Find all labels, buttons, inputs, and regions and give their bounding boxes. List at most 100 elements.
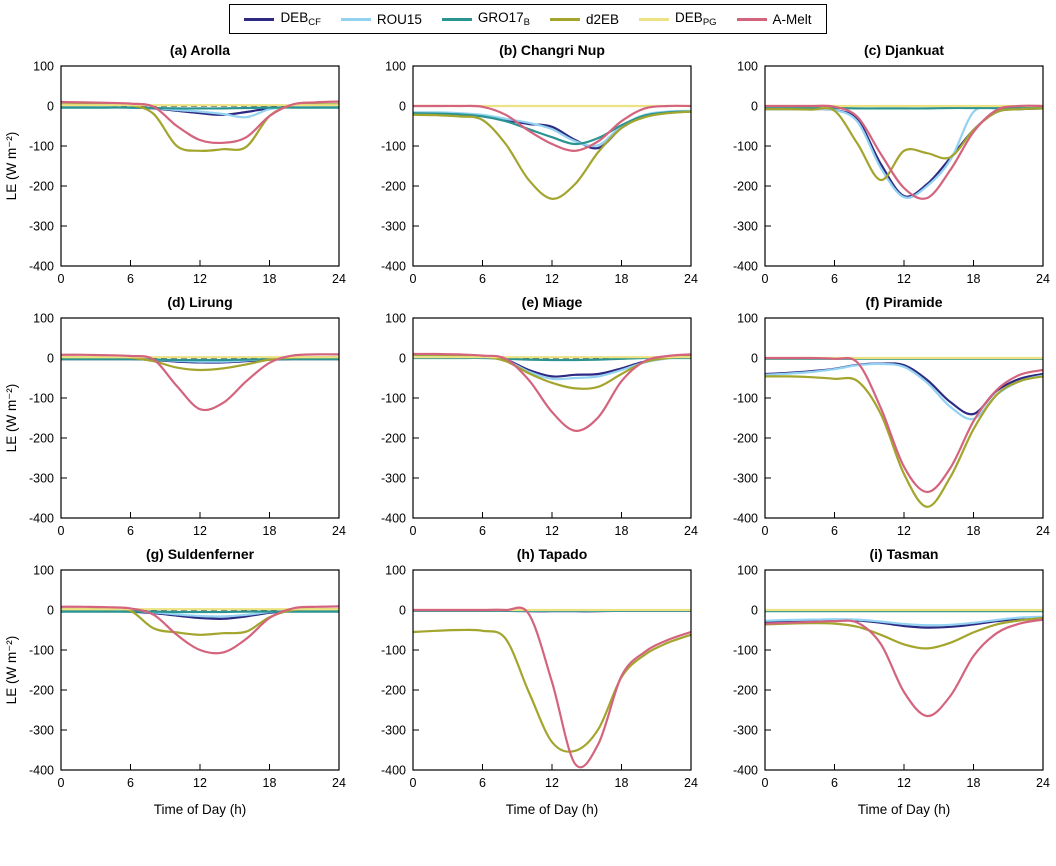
x-tick-label: 24 bbox=[1036, 524, 1050, 538]
x-tick-label: 24 bbox=[1036, 776, 1050, 790]
y-tick-label: 100 bbox=[737, 564, 758, 578]
y-tick-label: -200 bbox=[381, 180, 406, 194]
y-tick-label: 0 bbox=[47, 352, 54, 366]
y-tick-label: -300 bbox=[733, 724, 758, 738]
y-tick-label: -100 bbox=[381, 644, 406, 658]
y-tick-label: -100 bbox=[733, 644, 758, 658]
chart-panel-5: 100 0 -100 -200 -300 -400 0 6 12 18 24 (e) Miage bbox=[352, 288, 704, 540]
series-d2EB bbox=[765, 616, 1043, 650]
series-A-Melt bbox=[413, 352, 691, 432]
y-tick-label: 0 bbox=[751, 100, 758, 114]
x-tick-label: 12 bbox=[897, 272, 911, 286]
chart-svg: 100 0 -100 -200 -300 -400 0 6 12 18 24 (i) Tasman Ti… bbox=[733, 546, 1050, 817]
x-tick-label: 18 bbox=[615, 776, 629, 790]
legend-label: GRO17B bbox=[477, 10, 531, 28]
x-tick-label: 0 bbox=[58, 776, 65, 790]
legend-item-GRO17_B: GRO17B bbox=[441, 10, 531, 28]
y-tick-label: 100 bbox=[737, 312, 758, 326]
legend-label: A-Melt bbox=[772, 11, 812, 27]
legend-line-swatch bbox=[340, 17, 371, 21]
y-tick-label: 0 bbox=[751, 352, 758, 366]
x-tick-label: 24 bbox=[684, 776, 698, 790]
y-tick-label: -400 bbox=[381, 512, 406, 526]
series-d2EB bbox=[413, 628, 691, 753]
y-tick-label: -400 bbox=[381, 260, 406, 274]
legend-line-swatch bbox=[244, 17, 275, 21]
y-tick-label: -200 bbox=[381, 684, 406, 698]
x-tick-label: 18 bbox=[615, 272, 629, 286]
x-tick-label: 0 bbox=[762, 776, 769, 790]
y-axis-label: LE (W m⁻²) bbox=[4, 636, 19, 705]
y-tick-label: 0 bbox=[399, 604, 406, 618]
y-axis-label: LE (W m⁻²) bbox=[4, 384, 19, 453]
chart-panel-4: 100 0 -100 -200 -300 -400 0 6 12 18 24 (d) Lirung LE… bbox=[0, 288, 352, 540]
x-tick-label: 24 bbox=[332, 272, 346, 286]
x-tick-label: 24 bbox=[684, 524, 698, 538]
chart-svg: 100 0 -100 -200 -300 -400 0 6 12 18 24 (g) Suldenfe… bbox=[4, 546, 346, 817]
x-tick-label: 12 bbox=[193, 776, 207, 790]
x-tick-label: 6 bbox=[479, 776, 486, 790]
y-tick-label: 100 bbox=[33, 312, 54, 326]
chart-svg: 100 0 -100 -200 -300 -400 0 6 12 18 24 (d) Lirung LE… bbox=[4, 294, 346, 538]
x-tick-label: 0 bbox=[58, 524, 65, 538]
y-tick-label: 100 bbox=[385, 60, 406, 74]
panel-title: (i) Tasman bbox=[870, 546, 939, 562]
y-tick-label: -300 bbox=[733, 220, 758, 234]
legend-label: d2EB bbox=[586, 11, 620, 27]
chart-svg: 100 0 -100 -200 -300 -400 0 6 12 18 24 (a) Arolla LE… bbox=[4, 42, 346, 286]
y-tick-label: -400 bbox=[733, 512, 758, 526]
y-tick-label: -400 bbox=[29, 512, 54, 526]
y-tick-label: 0 bbox=[751, 604, 758, 618]
x-tick-label: 12 bbox=[897, 776, 911, 790]
y-tick-label: 100 bbox=[385, 564, 406, 578]
y-tick-label: -300 bbox=[381, 220, 406, 234]
y-tick-label: 100 bbox=[737, 60, 758, 74]
legend-item-A-Melt: A-Melt bbox=[736, 11, 812, 27]
y-tick-label: -400 bbox=[29, 260, 54, 274]
x-tick-label: 6 bbox=[127, 776, 134, 790]
y-tick-label: -300 bbox=[29, 724, 54, 738]
y-tick-label: -200 bbox=[29, 432, 54, 446]
x-tick-label: 6 bbox=[831, 524, 838, 538]
y-tick-label: 100 bbox=[385, 312, 406, 326]
series-A-Melt bbox=[765, 104, 1043, 200]
y-tick-label: -200 bbox=[733, 432, 758, 446]
legend-line-swatch bbox=[441, 17, 472, 21]
y-tick-label: -400 bbox=[733, 764, 758, 778]
panel-title: (g) Suldenferner bbox=[146, 546, 255, 562]
x-tick-label: 0 bbox=[410, 272, 417, 286]
x-tick-label: 6 bbox=[479, 524, 486, 538]
chart-panel-3: 100 0 -100 -200 -300 -400 0 6 12 18 24 (c) Djankuat bbox=[704, 36, 1056, 288]
series-A-Melt bbox=[61, 353, 339, 412]
series-A-Melt bbox=[61, 605, 339, 655]
series-d2EB bbox=[413, 110, 691, 200]
legend-line-swatch bbox=[736, 17, 767, 21]
y-tick-label: -200 bbox=[381, 432, 406, 446]
y-tick-label: -100 bbox=[29, 392, 54, 406]
chart-svg: 100 0 -100 -200 -300 -400 0 6 12 18 24 (h) Tapado Ti… bbox=[381, 546, 698, 817]
x-tick-label: 12 bbox=[545, 272, 559, 286]
y-tick-label: -300 bbox=[381, 724, 406, 738]
legend-item-ROU15: ROU15 bbox=[340, 12, 422, 27]
x-tick-label: 24 bbox=[684, 272, 698, 286]
y-tick-label: -400 bbox=[733, 260, 758, 274]
y-axis-label: LE (W m⁻²) bbox=[4, 132, 19, 201]
x-tick-label: 12 bbox=[545, 524, 559, 538]
legend-item-d2EB: d2EB bbox=[550, 12, 619, 27]
y-tick-label: -100 bbox=[733, 392, 758, 406]
y-tick-label: 0 bbox=[47, 100, 54, 114]
series-GRO17_B bbox=[61, 106, 339, 110]
chart-panel-6: 100 0 -100 -200 -300 -400 0 6 12 18 24 (f) Piramide bbox=[704, 288, 1056, 540]
chart-svg: 100 0 -100 -200 -300 -400 0 6 12 18 24 (c) Djankuat bbox=[733, 42, 1050, 286]
chart-panel-7: 100 0 -100 -200 -300 -400 0 6 12 18 24 (g) Suldenfe… bbox=[0, 540, 352, 824]
chart-svg: 100 0 -100 -200 -300 -400 0 6 12 18 24 (b) Changri … bbox=[381, 42, 698, 286]
charts-grid: 100 0 -100 -200 -300 -400 0 6 12 18 24 (a) Arolla LE… bbox=[0, 36, 1056, 824]
y-tick-label: 0 bbox=[399, 352, 406, 366]
x-tick-label: 6 bbox=[479, 272, 486, 286]
x-tick-label: 0 bbox=[410, 776, 417, 790]
legend-label: DEBPG bbox=[675, 10, 717, 28]
y-tick-label: -300 bbox=[29, 220, 54, 234]
x-tick-label: 0 bbox=[762, 524, 769, 538]
x-tick-label: 6 bbox=[127, 524, 134, 538]
legend-item-DEB_PG: DEBPG bbox=[639, 10, 717, 28]
